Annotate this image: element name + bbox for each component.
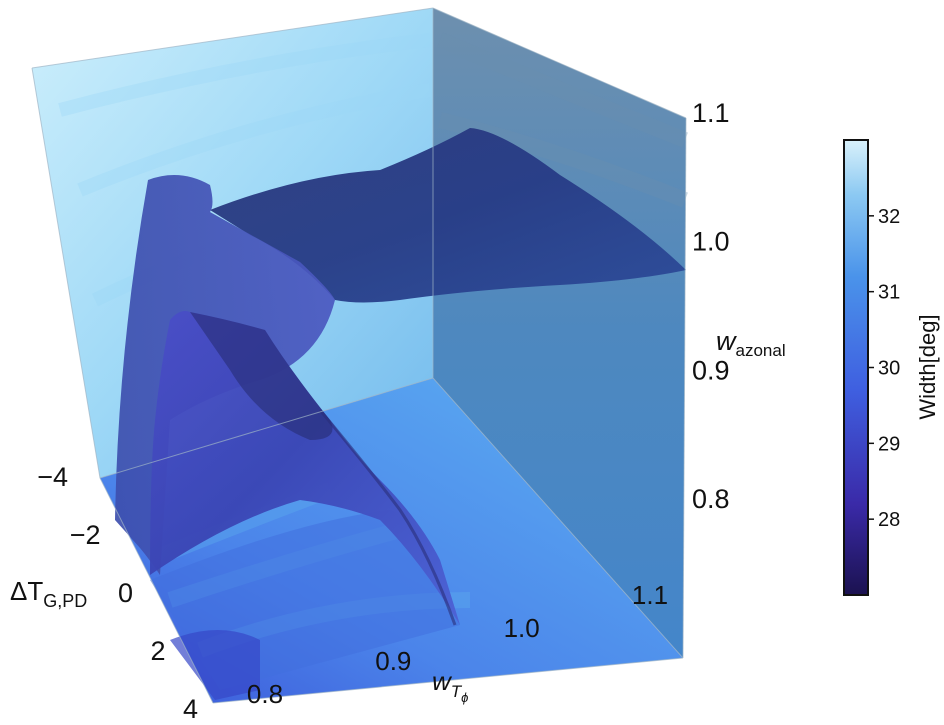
- surface-fold-line: [318, 409, 457, 626]
- colorbar-tick-label: 28: [878, 509, 900, 531]
- lower-isosurface-shadow: [190, 312, 333, 440]
- y-tick-label: 0.8: [247, 679, 283, 709]
- colorbar-gradient: [843, 139, 869, 596]
- z-tick-label: 0.9: [692, 355, 730, 385]
- x-tick-label: 4: [183, 694, 198, 724]
- x-axis-label: ΔTG,PD: [10, 576, 87, 611]
- z-tick-label: 1.0: [692, 227, 730, 257]
- upper-isosurface: [210, 128, 686, 303]
- right-wall-contours: [436, 32, 688, 208]
- floor-low-region: [170, 630, 260, 700]
- x-tick-label: 0: [118, 578, 133, 608]
- colorbar-tick-label: 32: [878, 206, 900, 228]
- z-axis-label: wazonal: [716, 326, 786, 360]
- colorbar-tick-label: 30: [878, 358, 900, 380]
- x-tick-label: 2: [150, 636, 165, 666]
- x-axis-ticks: −4−2 024: [37, 462, 198, 724]
- y-axis-ticks: 0.8 0.9 1.0 1.1: [247, 580, 668, 709]
- colorbar-ticks: 28 29 30 31 32: [868, 206, 900, 531]
- colorbar-tick-label: 29: [878, 433, 900, 455]
- y-tick-label: 1.1: [632, 580, 668, 610]
- colorbar-tick-label: 31: [878, 282, 900, 304]
- z-tick-label: 1.1: [692, 98, 730, 128]
- x-tick-label: −4: [37, 462, 68, 492]
- y-tick-label: 0.9: [375, 646, 411, 676]
- y-tick-label: 1.0: [504, 613, 540, 643]
- z-tick-label: 0.8: [692, 484, 730, 514]
- box-edges: [31, 7, 687, 704]
- y-axis-label: wTϕ: [432, 666, 468, 705]
- x-tick-label: −2: [70, 520, 101, 550]
- z-axis-ticks: 0.8 0.9 1.0 1.1: [692, 98, 730, 514]
- colorbar-label: Width[deg]: [915, 314, 940, 419]
- lower-isosurface: [150, 311, 460, 625]
